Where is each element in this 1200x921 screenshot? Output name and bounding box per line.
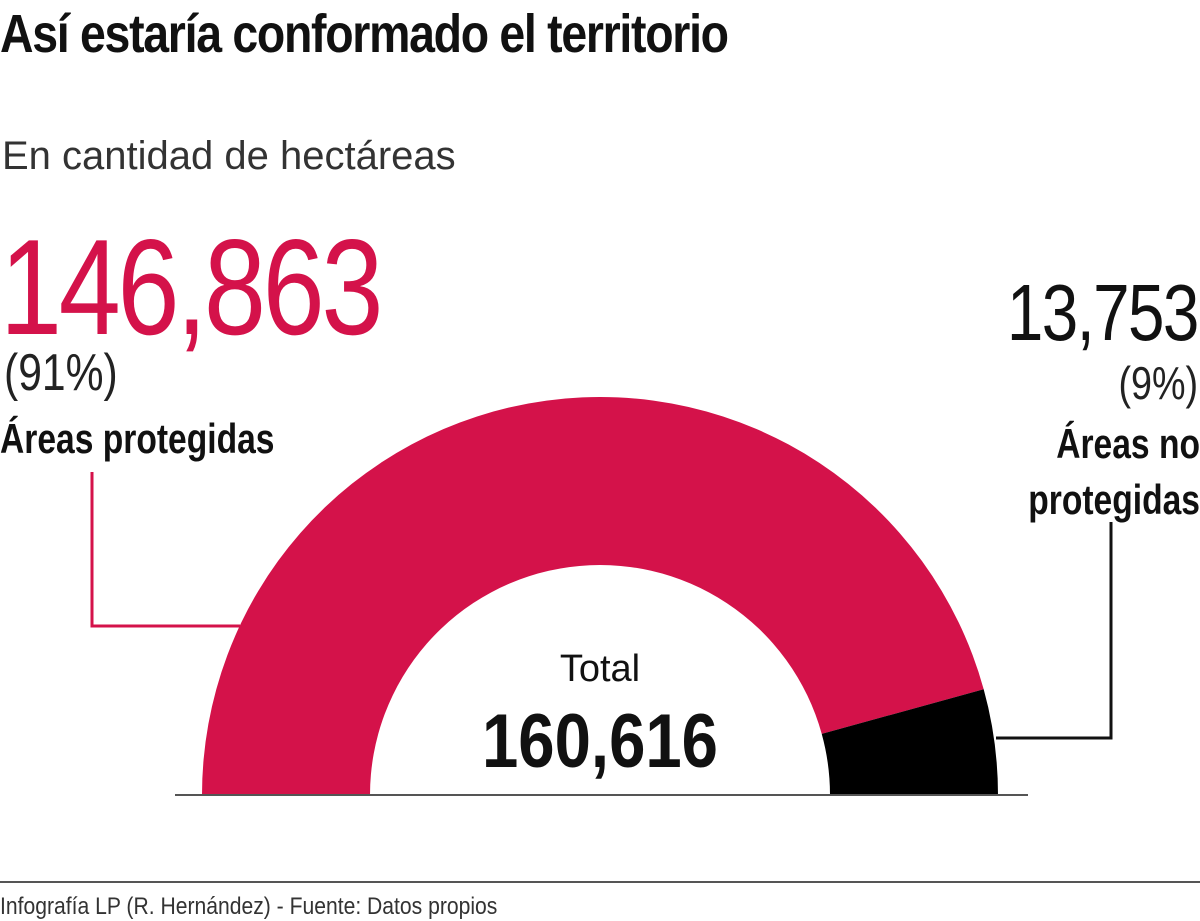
protected-value: 146,863 <box>0 211 383 363</box>
total-value: 160,616 <box>482 699 718 784</box>
chart-slices <box>202 396 998 795</box>
unprotected-label: Áreas no protegidas <box>1028 420 1200 523</box>
slice-protected <box>202 396 984 795</box>
unprotected-value: 13,753 <box>1007 268 1199 357</box>
unprotected-percent: (9%) <box>1118 357 1198 409</box>
chart-title: Así estaría conformado el territorio <box>0 4 729 64</box>
slice-unprotected <box>821 689 998 795</box>
footer-credit: Infografía LP (R. Hernández) - Fuente: D… <box>0 893 498 920</box>
protected-label: Áreas protegidas <box>0 415 275 462</box>
footer-divider <box>0 881 1200 883</box>
total-label: Total <box>560 648 640 690</box>
protected-percent: (91%) <box>4 344 118 402</box>
leader-line-unprotected <box>996 522 1113 740</box>
chart-subtitle: En cantidad de hectáreas <box>2 134 456 178</box>
leader-line-protected <box>90 472 240 628</box>
